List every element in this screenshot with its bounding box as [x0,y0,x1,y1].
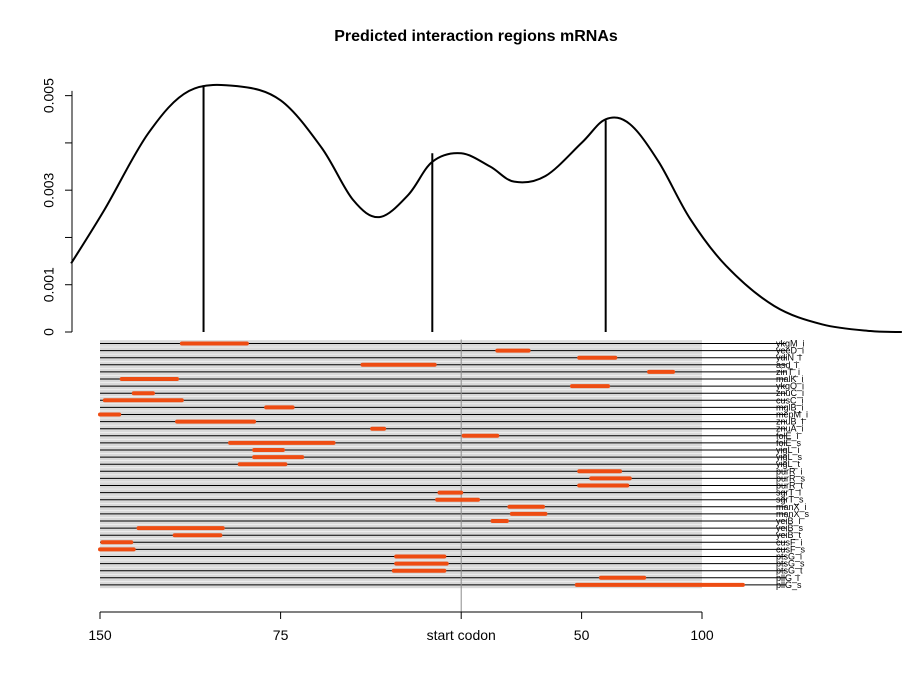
track-row-label: yeiB_t [776,530,802,540]
track-row-label: ydiN_i [776,353,801,363]
x-tick-label: 75 [273,627,289,643]
track-row-label: pllG_s [776,580,802,590]
track-row-label: ykgM_i [776,339,805,349]
track-row-label: znuC_i [776,388,804,398]
x-tick-label: 100 [690,627,714,643]
track-row-label: pllG_i [776,573,799,583]
y-tick-label: 0.003 [41,172,57,207]
track-row-label: ptsG_t [776,566,803,576]
track-row-label: mepM_i [776,410,808,420]
track-row-label: sgrT_s [776,495,804,505]
track-row-label: yeeD_i [776,346,804,356]
track-row-label: asd_i [776,360,798,370]
x-tick-label: 150 [88,627,112,643]
track-row-label: yigL_i [776,445,800,455]
y-tick-label: 0 [41,328,57,336]
chart-title: Predicted interaction regions mRNAs [334,28,618,45]
track-row-label: yeiB_i [776,516,801,526]
x-tick-label: start codon [427,627,496,643]
y-tick-label: 0.005 [41,78,57,113]
track-row-label: folE_s [776,438,802,448]
track-row-label: cusC_i [776,395,804,405]
track-row-label: manX_i [776,502,807,512]
track-row-label: znuB_i [776,417,804,427]
track-row-label: mglB_i [776,402,804,412]
track-row-label: cusF_s [776,544,806,554]
track-row-label: purR_i [776,466,803,476]
track-row-label: ptsG_i [776,552,802,562]
track-row-label: znuA_i [776,424,804,434]
track-row-label: purR_s [776,473,806,483]
density-panel: 0 0.001 0.003 0.005 [41,78,902,336]
density-curve [70,83,902,333]
track-row-label: cusF_i [776,537,803,547]
track-row-label: yeiB_s [776,523,804,533]
track-row-label: folE_i [776,431,799,441]
track-row-label: yigL_t [776,459,801,469]
track-row-label: malK_i [776,374,804,384]
track-row-label: ykgO_i [776,381,804,391]
track-row-label: purR_t [776,481,804,491]
track-row-label: zinT_i [776,367,800,377]
interaction-tracks-panel: ykgM_iyeeD_iydiN_iasd_izinT_imalK_iykgO_… [88,339,809,644]
track-row-label: ptsG_s [776,559,805,569]
track-row-label: sgrT_i [776,488,801,498]
y-tick-label: 0.001 [41,267,57,302]
track-row-label: manX_s [776,509,810,519]
track-row-label: yigL_s [776,452,803,462]
x-tick-label: 50 [574,627,590,643]
